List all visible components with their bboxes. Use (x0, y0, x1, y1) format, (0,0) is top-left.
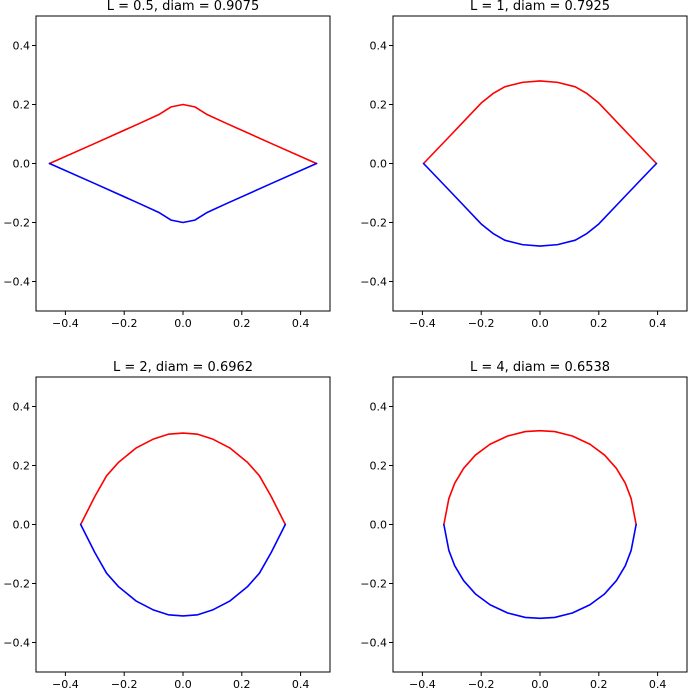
axes-frame (392, 376, 688, 673)
y-tick-label: 0.2 (370, 460, 388, 473)
upper-curve (422, 80, 658, 165)
y-tick-label: −0.4 (3, 637, 30, 650)
x-tick-label: 0.4 (292, 678, 310, 690)
x-tick-label: 0.2 (233, 317, 251, 330)
y-tick-label: 0.4 (13, 401, 31, 414)
lower-curve (422, 162, 658, 247)
subplot-title: L = 0.5, diam = 0.9075 (107, 0, 259, 14)
x-tick-label: −0.4 (409, 678, 436, 690)
subplot-3: L = 2, diam = 0.6962 −0.4 −0.2 0.0 0.2 0.4 −0.… (3, 360, 331, 690)
axes-frame (392, 15, 688, 312)
y-tick-label: −0.4 (360, 637, 387, 650)
upper-curve (79, 432, 287, 526)
axes-frame (35, 15, 331, 312)
x-tick-label: 0.4 (292, 317, 310, 330)
subplot-title: L = 2, diam = 0.6962 (113, 360, 253, 375)
x-tick-label: 0.0 (174, 678, 192, 690)
x-tick-label: 0.2 (590, 317, 608, 330)
y-tick-label: 0.0 (13, 158, 31, 171)
upper-curve (443, 429, 637, 526)
y-tick-label: 0.0 (13, 519, 31, 532)
y-tick-label: 0.0 (370, 519, 388, 532)
y-tick-label: −0.2 (360, 578, 387, 591)
upper-curve (48, 103, 318, 165)
lower-curve (48, 162, 318, 224)
y-tick-label: 0.2 (13, 99, 31, 112)
subplot-title: L = 4, diam = 0.6538 (470, 360, 610, 375)
x-tick-label: −0.2 (468, 317, 495, 330)
x-tick-label: 0.2 (233, 678, 251, 690)
subplot-title: L = 1, diam = 0.7925 (470, 0, 610, 14)
y-tick-label: 0.2 (370, 99, 388, 112)
x-tick-label: −0.4 (52, 678, 79, 690)
axes-frame (35, 376, 331, 673)
subplot-4: L = 4, diam = 0.6538 −0.4 −0.2 0.0 0.2 0.4 −0.… (360, 360, 688, 690)
x-tick-label: −0.2 (111, 317, 138, 330)
y-tick-label: −0.2 (3, 217, 30, 230)
x-tick-label: 0.2 (590, 678, 608, 690)
y-tick-label: −0.4 (3, 276, 30, 289)
x-tick-label: −0.4 (409, 317, 436, 330)
x-tick-label: −0.4 (52, 317, 79, 330)
x-tick-label: 0.0 (531, 317, 549, 330)
lower-curve (443, 523, 637, 620)
x-tick-label: 0.0 (531, 678, 549, 690)
x-tick-label: 0.0 (174, 317, 192, 330)
y-tick-label: 0.4 (13, 40, 31, 53)
x-tick-label: 0.4 (649, 678, 667, 690)
y-tick-label: 0.0 (370, 158, 388, 171)
x-tick-label: −0.2 (111, 678, 138, 690)
lower-curve (79, 523, 287, 617)
x-tick-label: 0.4 (649, 317, 667, 330)
y-tick-label: −0.2 (3, 578, 30, 591)
subplot-2: L = 1, diam = 0.7925 −0.4 −0.2 0.0 0.2 0.4 −0.… (360, 0, 688, 330)
y-tick-label: 0.4 (370, 401, 388, 414)
y-tick-label: −0.4 (360, 276, 387, 289)
y-tick-label: −0.2 (360, 217, 387, 230)
y-tick-label: 0.4 (370, 40, 388, 53)
x-tick-label: −0.2 (468, 678, 495, 690)
y-tick-label: 0.2 (13, 460, 31, 473)
subplot-1: L = 0.5, diam = 0.9075 −0.4 −0.2 0.0 0.2 0.4 −… (3, 0, 331, 330)
